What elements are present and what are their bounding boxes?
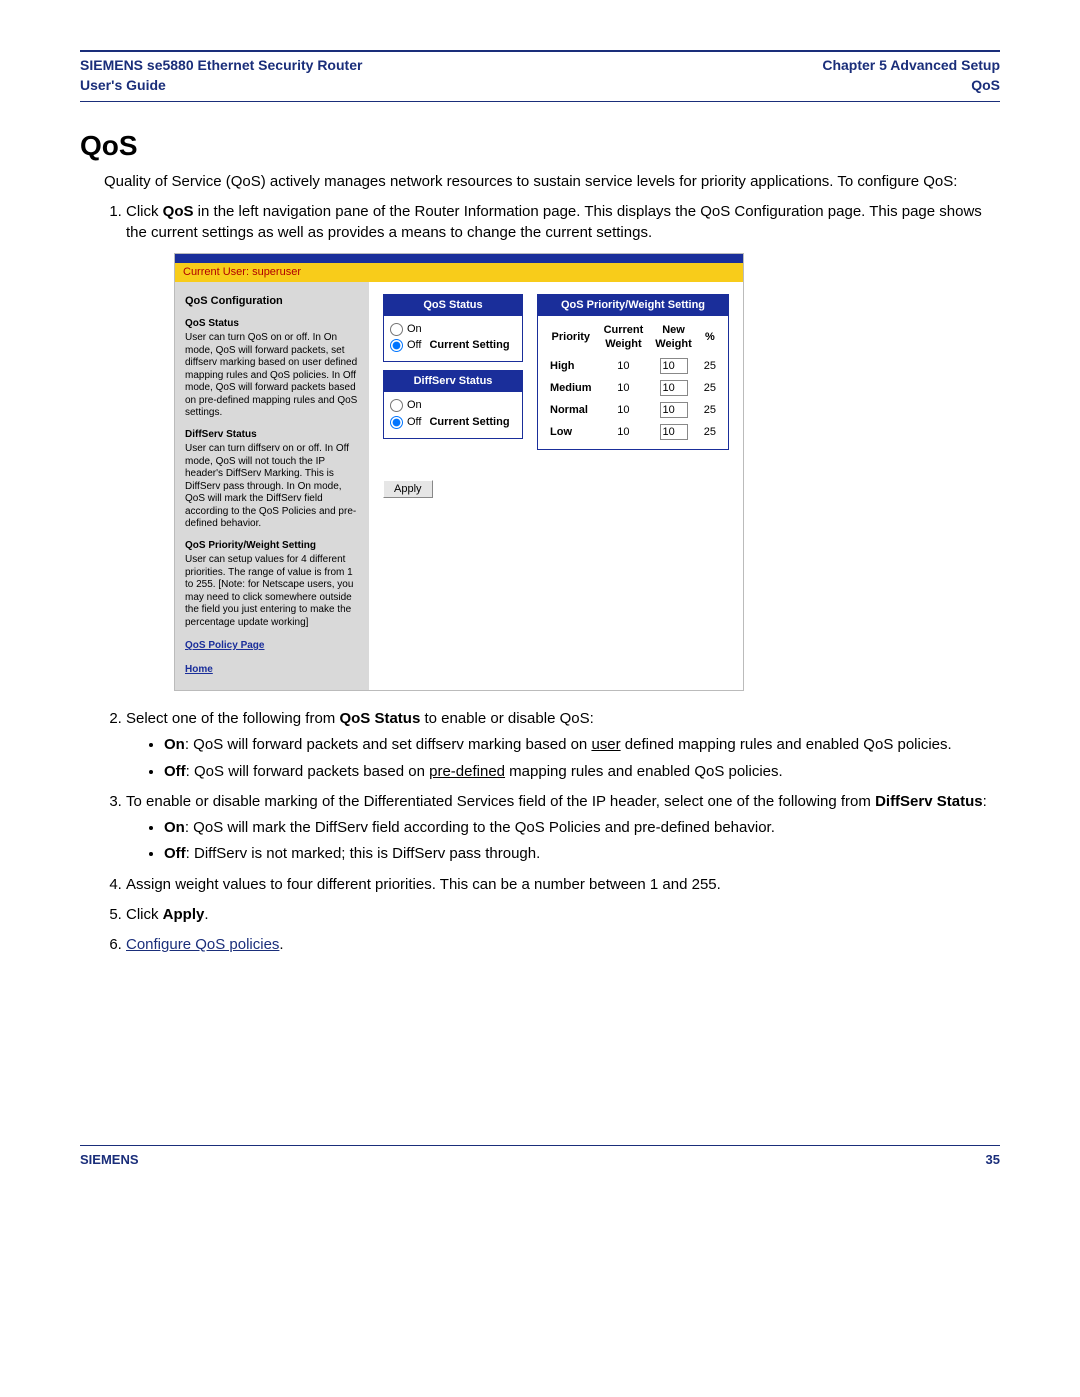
col-priority: Priority <box>544 320 598 356</box>
table-row: Medium 10 25 <box>544 377 722 399</box>
step2-on: On: QoS will forward packets and set dif… <box>164 735 1000 755</box>
table-row: Low 10 25 <box>544 421 722 443</box>
sidebar-title: QoS Configuration <box>185 294 359 309</box>
intro-text: Quality of Service (QoS) actively manage… <box>104 172 1000 192</box>
diffserv-on-label: On <box>407 398 422 413</box>
diffserv-header: DiffServ Status <box>384 371 522 392</box>
qos-status-header: QoS Status <box>384 295 522 316</box>
qos-current-setting: Current Setting <box>429 338 509 353</box>
col-pct: % <box>698 320 722 356</box>
qos-config-screenshot: Current User: superuser QoS Configuratio… <box>174 253 744 691</box>
sidebar-sect-body: User can turn QoS on or off. In On mode,… <box>185 332 359 420</box>
step-1: Click QoS in the left navigation pane of… <box>126 202 1000 691</box>
configure-qos-policies-link[interactable]: Configure QoS policies <box>126 936 279 953</box>
screenshot-topbar <box>175 254 743 263</box>
step2-off: Off: QoS will forward packets based on p… <box>164 762 1000 782</box>
sidebar-sect-title: DiffServ Status <box>185 428 359 442</box>
footer-left: SIEMENS <box>80 1152 139 1167</box>
apply-button[interactable]: Apply <box>383 480 433 498</box>
current-user-bar: Current User: superuser <box>175 263 743 282</box>
new-weight-input-high[interactable] <box>660 358 688 374</box>
sidebar-sect-body: User can turn diffserv on or off. In Off… <box>185 443 359 531</box>
step-5: Click Apply. <box>126 905 1000 925</box>
col-new: New Weight <box>649 320 697 356</box>
qos-status-panel: QoS Status On Off <box>383 294 523 363</box>
page-title: QoS <box>80 130 1000 162</box>
header-top-rule <box>80 50 1000 52</box>
qos-off-label: Off <box>407 338 421 353</box>
qos-policy-page-link[interactable]: QoS Policy Page <box>185 639 359 653</box>
header-left-line1: SIEMENS se5880 Ethernet Security Router <box>80 56 362 76</box>
steps-list: Click QoS in the left navigation pane of… <box>104 202 1000 955</box>
weight-table: Priority Current Weight New Weight % Hig… <box>544 320 722 444</box>
sidebar-sect-body: User can setup values for 4 different pr… <box>185 554 359 629</box>
step3-on: On: QoS will mark the DiffServ field acc… <box>164 818 1000 838</box>
diffserv-off-radio[interactable] <box>390 416 403 429</box>
diffserv-current-setting: Current Setting <box>429 415 509 430</box>
new-weight-input-normal[interactable] <box>660 402 688 418</box>
qos-on-radio[interactable] <box>390 323 403 336</box>
screenshot-sidebar: QoS Configuration QoS Status User can tu… <box>175 282 369 690</box>
page-header: SIEMENS se5880 Ethernet Security Router … <box>80 56 1000 102</box>
new-weight-input-medium[interactable] <box>660 380 688 396</box>
step-6: Configure QoS policies. <box>126 935 1000 955</box>
step3-off: Off: DiffServ is not marked; this is Dif… <box>164 844 1000 864</box>
header-right-line1: Chapter 5 Advanced Setup <box>822 56 1000 76</box>
col-current: Current Weight <box>598 320 650 356</box>
diffserv-off-label: Off <box>407 415 421 430</box>
new-weight-input-low[interactable] <box>660 424 688 440</box>
table-row: High 10 25 <box>544 355 722 377</box>
sidebar-sect-title: QoS Status <box>185 317 359 331</box>
sidebar-sect-title: QoS Priority/Weight Setting <box>185 539 359 553</box>
home-link[interactable]: Home <box>185 663 359 677</box>
weight-panel-header: QoS Priority/Weight Setting <box>538 295 728 316</box>
screenshot-main: QoS Status On Off <box>369 282 743 690</box>
header-left-line2: User's Guide <box>80 76 362 96</box>
step-4: Assign weight values to four different p… <box>126 875 1000 895</box>
diffserv-status-panel: DiffServ Status On Off <box>383 370 523 439</box>
weight-panel: QoS Priority/Weight Setting Priority Cur… <box>537 294 729 451</box>
table-row: Normal 10 25 <box>544 399 722 421</box>
page-footer: SIEMENS 35 <box>80 1146 1000 1167</box>
footer-page-number: 35 <box>986 1152 1000 1167</box>
header-right-line2: QoS <box>822 76 1000 96</box>
qos-on-label: On <box>407 322 422 337</box>
step-2: Select one of the following from QoS Sta… <box>126 709 1000 782</box>
qos-off-radio[interactable] <box>390 339 403 352</box>
step-3: To enable or disable marking of the Diff… <box>126 792 1000 865</box>
diffserv-on-radio[interactable] <box>390 399 403 412</box>
